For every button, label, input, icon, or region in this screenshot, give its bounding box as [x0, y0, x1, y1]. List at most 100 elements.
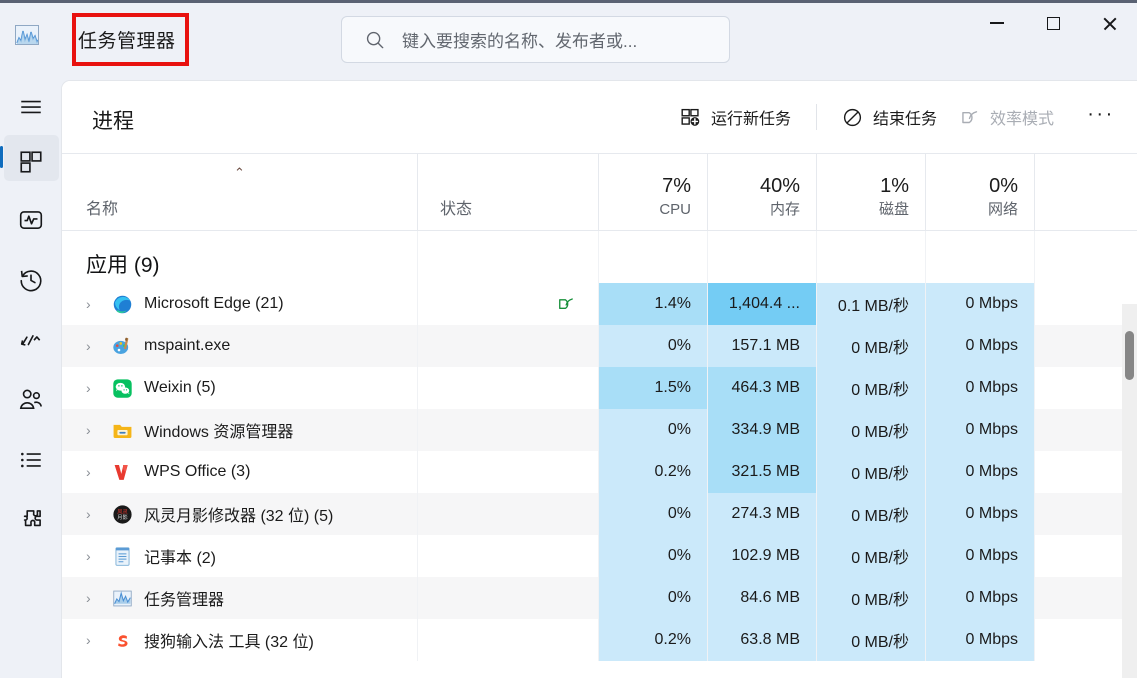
sidebar-item-performance[interactable]	[0, 190, 61, 250]
network-cell: 0 Mbps	[926, 619, 1035, 661]
disk-cell: 0 MB/秒	[817, 577, 926, 619]
column-header-cpu[interactable]: 7% CPU	[599, 154, 708, 230]
scrollbar-thumb[interactable]	[1125, 330, 1134, 380]
status-cell	[418, 451, 599, 493]
sidebar-item-processes[interactable]	[0, 134, 61, 190]
memory-cell: 321.5 MB	[708, 451, 817, 493]
column-header-network[interactable]: 0% 网络	[926, 154, 1035, 230]
edge-icon	[112, 294, 133, 315]
process-table: ⌃ 名称 状态 7% CPU 40% 内存 1% 磁盘	[62, 153, 1137, 678]
hamburger-icon	[20, 100, 41, 114]
process-name-label: mspaint.exe	[144, 337, 231, 354]
table-row[interactable]: › Windows 资源管理器 0% 334.9 MB 0 MB/秒 0 Mbps	[62, 409, 1137, 451]
status-cell	[418, 535, 599, 577]
more-options-button[interactable]: ···	[1087, 102, 1115, 125]
process-name-label: 风灵月影修改器 (32 位) (5)	[144, 508, 334, 525]
cpu-cell: 1.5%	[599, 367, 708, 409]
search-icon	[366, 31, 384, 48]
process-name-cell: › 记事本 (2)	[62, 535, 418, 577]
status-cell	[418, 325, 599, 367]
process-name-label: Microsoft Edge (21)	[144, 295, 284, 312]
trainer-icon: 风灵 月影	[112, 504, 133, 525]
end-task-label: 结束任务	[872, 111, 937, 128]
network-cell: 0 Mbps	[926, 493, 1035, 535]
column-header-memory[interactable]: 40% 内存	[708, 154, 817, 230]
run-new-task-button[interactable]: 运行新任务	[669, 98, 802, 136]
memory-label: 内存	[769, 201, 800, 218]
process-name-label: Weixin (5)	[144, 379, 216, 396]
content-panel: 进程 运行新任务	[61, 80, 1137, 678]
maximize-button[interactable]	[1025, 0, 1081, 46]
cpu-cell: 0%	[599, 409, 708, 451]
memory-cell: 334.9 MB	[708, 409, 817, 451]
sidebar-item-startup-apps[interactable]	[0, 310, 61, 370]
process-name-cell: › Microsoft Edge (21)	[62, 283, 418, 325]
toolbar: 进程 运行新任务	[62, 81, 1137, 153]
cpu-total-value: 7%	[662, 175, 691, 197]
table-row[interactable]: › WPS Office (3) 0.2% 321.5 MB 0 MB/秒 0 Mbp…	[62, 451, 1137, 493]
expand-chevron-icon[interactable]: ›	[86, 464, 91, 480]
process-name-label: 记事本 (2)	[144, 550, 217, 567]
table-row[interactable]: › 搜狗输入法 工具 (32 位) 0.2% 63.8 MB 0 MB/秒 0 Mbp…	[62, 619, 1137, 661]
search-box[interactable]: 键入要搜索的名称、发布者或...	[341, 16, 730, 63]
process-group-header[interactable]: 应用 (9)	[62, 231, 1137, 283]
cpu-cell: 0%	[599, 577, 708, 619]
cpu-cell: 0.2%	[599, 619, 708, 661]
table-row[interactable]: › 风灵 月影 风灵月影修改器 (32 位) (5) 0% 274.3 MB 0 M…	[62, 493, 1137, 535]
disk-cell: 0 MB/秒	[817, 619, 926, 661]
expand-chevron-icon[interactable]: ›	[86, 338, 91, 354]
svg-text:月影: 月影	[117, 512, 128, 520]
column-header-name[interactable]: ⌃ 名称	[62, 154, 418, 230]
table-row[interactable]: › 任务管理器 0% 84.6 MB 0 MB/秒 0 Mbps	[62, 577, 1137, 619]
sidebar	[0, 80, 61, 678]
efficiency-mode-label: 效率模式	[989, 111, 1054, 128]
close-button[interactable]	[1081, 0, 1137, 46]
network-cell: 0 Mbps	[926, 409, 1035, 451]
sidebar-item-services[interactable]	[0, 490, 61, 550]
expand-chevron-icon[interactable]: ›	[86, 632, 91, 648]
task-manager-icon	[112, 588, 133, 609]
leaf-icon	[962, 110, 978, 123]
expand-chevron-icon[interactable]: ›	[86, 548, 91, 564]
column-header-status[interactable]: 状态	[418, 154, 599, 230]
wps-icon	[112, 462, 133, 483]
process-name-label: 任务管理器	[144, 592, 225, 609]
column-header-disk[interactable]: 1% 磁盘	[817, 154, 926, 230]
sidebar-item-users[interactable]	[0, 370, 61, 430]
column-header-name-label: 名称	[86, 201, 119, 218]
expand-chevron-icon[interactable]: ›	[86, 296, 91, 312]
list-icon	[20, 452, 41, 468]
network-cell: 0 Mbps	[926, 325, 1035, 367]
vertical-scrollbar[interactable]	[1122, 304, 1137, 678]
table-row[interactable]: › 记事本 (2) 0% 102.9 MB 0 MB/秒 0 Mbps	[62, 535, 1137, 577]
expand-chevron-icon[interactable]: ›	[86, 590, 91, 606]
sidebar-item-details[interactable]	[0, 430, 61, 490]
memory-total-value: 40%	[759, 175, 800, 197]
process-name-cell: › 任务管理器	[62, 577, 418, 619]
history-icon	[19, 270, 42, 292]
title-bar: 任务管理器 键入要搜索的名称、发布者或...	[0, 0, 1137, 80]
memory-cell: 102.9 MB	[708, 535, 817, 577]
wechat-icon	[112, 378, 133, 399]
expand-chevron-icon[interactable]: ›	[86, 422, 91, 438]
table-body: 应用 (9) › Microsoft Edge (21) 1.4% 1,404.4…	[62, 231, 1137, 671]
expand-chevron-icon[interactable]: ›	[86, 380, 91, 396]
sidebar-item-hamburger-menu[interactable]	[0, 80, 61, 134]
disk-cell: 0 MB/秒	[817, 367, 926, 409]
memory-cell: 464.3 MB	[708, 367, 817, 409]
table-row[interactable]: › Microsoft Edge (21) 1.4% 1,404.4 ... 0.1…	[62, 283, 1137, 325]
sidebar-item-app-history[interactable]	[0, 250, 61, 310]
expand-chevron-icon[interactable]: ›	[86, 506, 91, 522]
leaf-icon	[556, 294, 576, 314]
minimize-button[interactable]	[969, 0, 1025, 46]
table-row[interactable]: › mspaint.exe 0% 157.1 MB 0 MB/秒 0 Mbps	[62, 325, 1137, 367]
task-manager-icon	[14, 22, 40, 48]
users-icon	[19, 389, 42, 409]
search-input[interactable]: 键入要搜索的名称、发布者或...	[402, 32, 638, 51]
efficiency-mode-button[interactable]: 效率模式	[948, 98, 1065, 136]
disk-cell: 0 MB/秒	[817, 493, 926, 535]
end-task-button[interactable]: 结束任务	[831, 98, 948, 136]
memory-cell: 157.1 MB	[708, 325, 817, 367]
table-row[interactable]: › Weixin (5) 1.5% 464.3 MB 0 MB/秒 0 Mbps	[62, 367, 1137, 409]
process-name-cell: › Windows 资源管理器	[62, 409, 418, 451]
